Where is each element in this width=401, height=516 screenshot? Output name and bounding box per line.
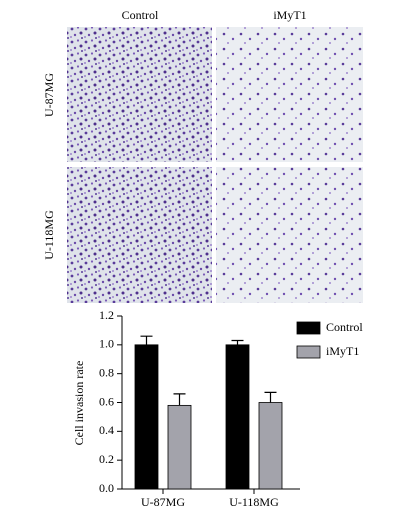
x-tick-label: U-118MG [229,495,279,509]
micrograph [216,27,363,162]
legend-swatch [296,321,321,335]
error-bar [140,335,153,345]
y-tick-label: 0.6 [99,394,114,408]
column-label: Control [122,8,159,22]
error-bar [173,393,186,406]
row-label: U-87MG [42,73,56,117]
y-tick-label: 1.0 [99,337,114,351]
column-label: iMyT1 [273,8,306,22]
legend-label: iMyT1 [326,344,359,358]
row-label: U-118MG [42,210,56,260]
bar [258,402,283,490]
y-tick-label: 0.8 [99,365,114,379]
micrographs [67,27,363,303]
error-bar [264,391,277,403]
legend-swatch [296,345,321,359]
y-tick-label: 0.4 [99,423,114,437]
legend-label: Control [326,320,363,334]
x-tick-label: U-87MG [141,495,185,509]
bar [167,404,192,490]
y-tick-label: 0.0 [99,481,114,495]
bar [225,344,250,490]
micrograph [216,167,363,303]
bar [134,344,159,490]
micrograph [67,167,212,303]
error-bar [231,339,244,345]
micrograph [67,27,212,162]
y-axis-label: Cell invasion rate [72,361,86,446]
y-tick-label: 1.2 [99,308,114,322]
y-tick-label: 0.2 [99,452,114,466]
